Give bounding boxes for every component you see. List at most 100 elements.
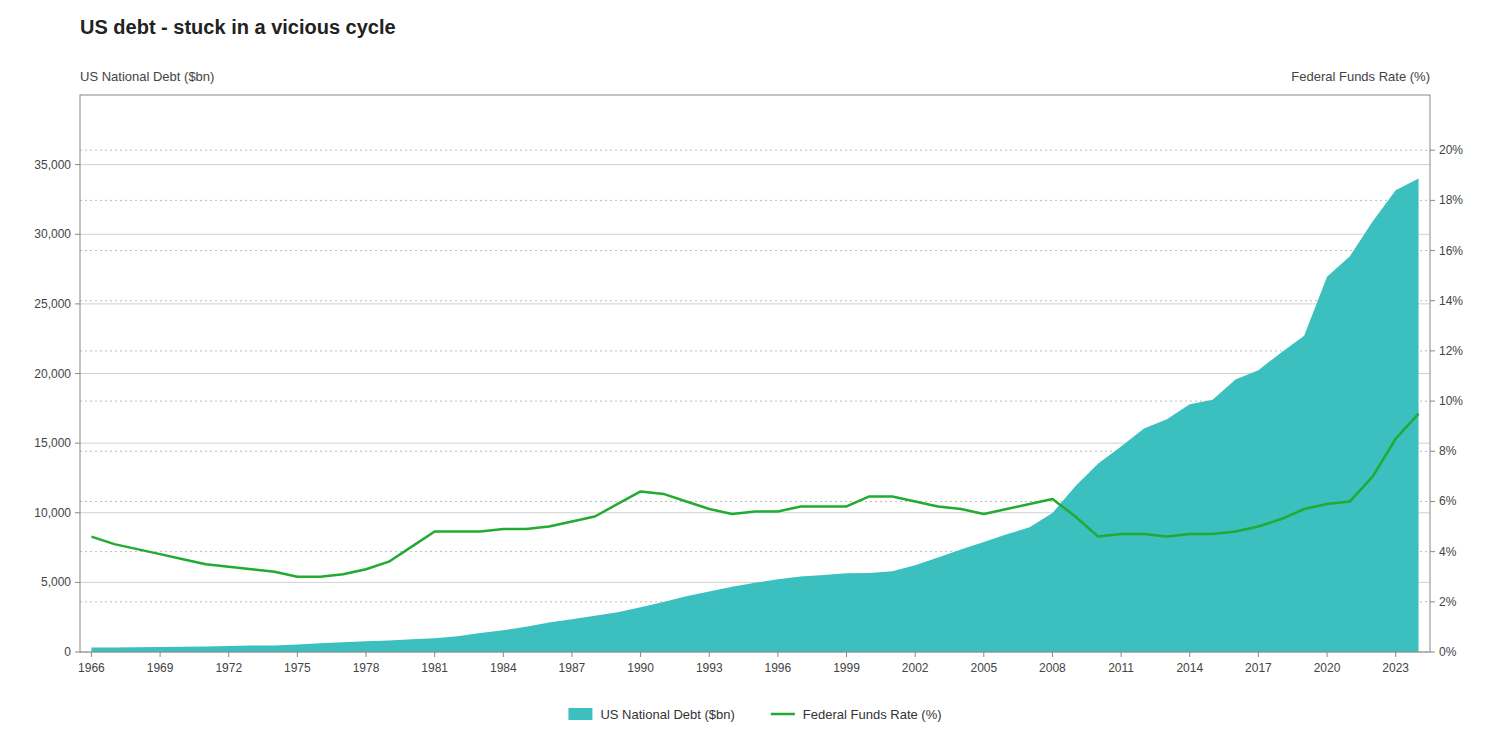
x-tick	[709, 652, 710, 657]
x-tick-label: 2020	[1314, 661, 1341, 675]
y-tick	[75, 164, 80, 165]
y-tick	[75, 582, 80, 583]
y2-grid-line	[80, 250, 1430, 251]
y2-grid-line	[80, 350, 1430, 351]
legend-item: Federal Funds Rate (%)	[771, 707, 942, 722]
data-group	[91, 179, 1418, 652]
x-tick-label: 2014	[1176, 661, 1203, 675]
x-tick-label: 2002	[902, 661, 929, 675]
y-grid-line	[80, 164, 1430, 165]
y-tick	[75, 234, 80, 235]
x-tick-label: 1984	[490, 661, 517, 675]
x-tick	[1395, 652, 1396, 657]
y2-tick	[1430, 451, 1435, 452]
y-tick	[75, 373, 80, 374]
x-tick-label: 1981	[421, 661, 448, 675]
x-tick-label: 1987	[559, 661, 586, 675]
legend-swatch	[568, 708, 592, 720]
x-tick-label: 1975	[284, 661, 311, 675]
y2-tick-label: 16%	[1439, 244, 1463, 258]
x-tick-label: 2023	[1382, 661, 1409, 675]
y2-tick-label: 8%	[1439, 444, 1457, 458]
y2-tick	[1430, 401, 1435, 402]
y2-tick-label: 4%	[1439, 545, 1457, 559]
y2-tick-label: 14%	[1439, 294, 1463, 308]
y-tick-label: 0	[64, 645, 71, 659]
x-tick	[1121, 652, 1122, 657]
x-tick-label: 1990	[627, 661, 654, 675]
y2-tick-label: 10%	[1439, 394, 1463, 408]
y2-grid-line	[80, 150, 1430, 151]
line	[91, 414, 1418, 577]
y2-tick-label: 20%	[1439, 143, 1463, 157]
y2-tick-label: 18%	[1439, 193, 1463, 207]
x-tick-label: 1978	[353, 661, 380, 675]
y2-tick-label: 6%	[1439, 494, 1457, 508]
y2-grid-line	[80, 200, 1430, 201]
y2-tick	[1430, 200, 1435, 201]
y-grid-line	[80, 303, 1430, 304]
y-tick	[75, 512, 80, 513]
y2-tick-label: 2%	[1439, 595, 1457, 609]
x-tick	[777, 652, 778, 657]
y-tick-label: 10,000	[34, 506, 71, 520]
x-tick	[846, 652, 847, 657]
y2-axis-label: Federal Funds Rate (%)	[1291, 69, 1430, 84]
legend: US National Debt ($bn) Federal Funds Rate…	[568, 707, 941, 722]
x-tick-label: 2008	[1039, 661, 1066, 675]
y2-tick	[1430, 601, 1435, 602]
x-tick-label: 1966	[78, 661, 105, 675]
x-tick-label: 2011	[1108, 661, 1134, 675]
x-tick	[571, 652, 572, 657]
x-tick-label: 1969	[147, 661, 174, 675]
x-tick-label: 1993	[696, 661, 723, 675]
y2-tick	[1430, 350, 1435, 351]
area	[91, 179, 1418, 652]
x-tick-label: 1996	[765, 661, 792, 675]
y2-tick	[1430, 551, 1435, 552]
x-tick-label: 2005	[970, 661, 997, 675]
x-tick	[228, 652, 229, 657]
x-tick	[1258, 652, 1259, 657]
y-tick-label: 25,000	[34, 297, 71, 311]
x-tick-label: 1999	[833, 661, 860, 675]
grid	[80, 150, 1430, 652]
y-axis-label: US National Debt ($bn)	[80, 69, 214, 84]
y2-tick	[1430, 150, 1435, 151]
x-tick	[640, 652, 641, 657]
plot-frame	[80, 95, 1430, 652]
x-tick	[503, 652, 504, 657]
x-tick	[1052, 652, 1053, 657]
chart: US debt - stuck in a vicious cycle US Nat…	[0, 0, 1500, 747]
y-tick	[75, 443, 80, 444]
legend-label: Federal Funds Rate (%)	[803, 707, 942, 722]
y2-tick	[1430, 652, 1435, 653]
y2-grid-line	[80, 300, 1430, 301]
x-tick	[434, 652, 435, 657]
x-tick	[297, 652, 298, 657]
y2-tick-label: 12%	[1439, 344, 1463, 358]
legend-label: US National Debt ($bn)	[600, 707, 734, 722]
x-tick	[1327, 652, 1328, 657]
legend-swatch	[771, 713, 795, 716]
x-tick-label: 1972	[215, 661, 242, 675]
y-tick	[75, 303, 80, 304]
x-tick	[1189, 652, 1190, 657]
title: US debt - stuck in a vicious cycle	[80, 16, 396, 38]
y-tick-label: 5,000	[41, 575, 71, 589]
x-tick	[915, 652, 916, 657]
axes: 1966 1969 1972 1975 1978 1981 1984 1987 1990 1993…	[34, 143, 1463, 675]
y-tick-label: 30,000	[34, 227, 71, 241]
x-tick	[160, 652, 161, 657]
y2-tick	[1430, 300, 1435, 301]
y-tick-label: 35,000	[34, 158, 71, 172]
x-tick	[91, 652, 92, 657]
x-tick	[983, 652, 984, 657]
y-grid-line	[80, 234, 1430, 235]
y2-tick	[1430, 250, 1435, 251]
y-tick-label: 20,000	[34, 367, 71, 381]
y2-tick-label: 0%	[1439, 645, 1457, 659]
x-tick-label: 2017	[1245, 661, 1272, 675]
y-grid-line	[80, 373, 1430, 374]
legend-item: US National Debt ($bn)	[568, 707, 734, 722]
